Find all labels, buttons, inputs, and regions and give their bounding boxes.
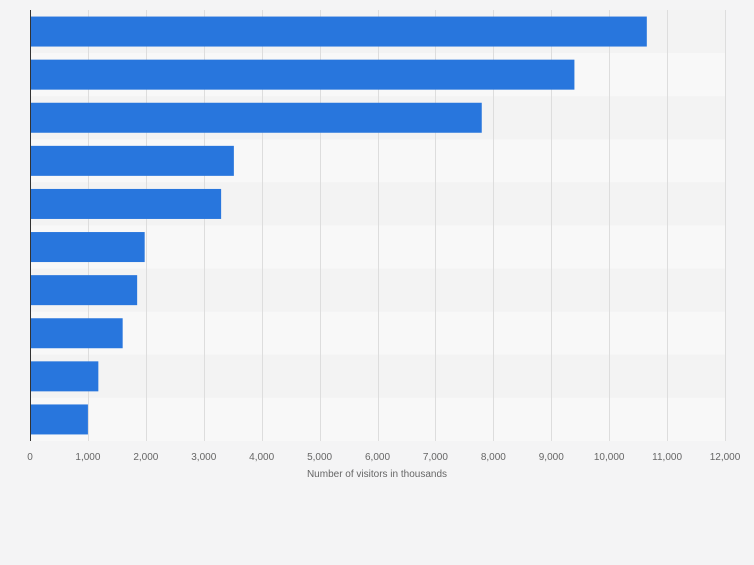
x-tick-label: 11,000 [652,452,682,463]
x-tick-label: 2,000 [133,452,158,463]
x-tick-label: 3,000 [191,452,216,463]
bar [30,102,482,133]
x-axis-title: Number of visitors in thousands [307,469,447,480]
x-axis-ticks: 0 1,000 2,000 3,000 4,000 5,000 6,000 7,000 8,00… [27,452,741,463]
x-tick-label: 1,000 [75,452,100,463]
row-band [30,311,725,355]
bar [30,404,88,435]
x-tick-label: 4,000 [249,452,274,463]
x-tick-label: 12,000 [710,452,741,463]
x-tick-label: 10,000 [594,452,625,463]
bar [30,145,234,176]
bar [30,318,123,349]
row-band [30,354,725,398]
x-tick-label: 5,000 [307,452,332,463]
row-band [30,397,725,441]
x-tick-label: 0 [27,452,33,463]
bar [30,232,145,263]
bar [30,275,138,306]
x-tick-label: 8,000 [481,452,506,463]
bar [30,59,575,90]
bars [30,16,647,435]
bar [30,188,222,219]
x-tick-label: 7,000 [423,452,448,463]
x-tick-label: 9,000 [539,452,564,463]
bar [30,16,647,47]
x-tick-label: 6,000 [365,452,390,463]
bar [30,361,99,392]
